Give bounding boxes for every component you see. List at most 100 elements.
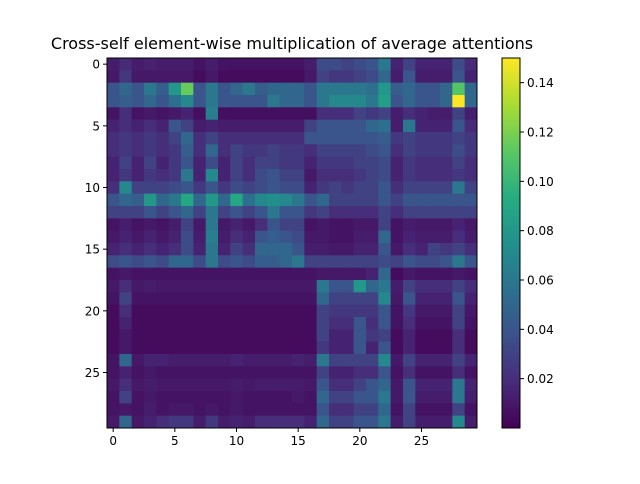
heatmap-cell xyxy=(415,119,429,133)
heatmap-cell xyxy=(464,366,478,380)
heatmap-cell xyxy=(218,354,231,367)
heatmap-cell xyxy=(292,267,305,281)
heatmap-cell xyxy=(341,329,355,343)
heatmap-cell xyxy=(440,95,453,108)
heatmap-cell xyxy=(156,415,170,429)
heatmap-cell xyxy=(440,218,453,232)
heatmap-cell xyxy=(440,58,453,71)
heatmap-cell xyxy=(316,82,330,96)
heatmap-cell xyxy=(156,255,170,269)
heatmap-cell xyxy=(329,107,342,121)
heatmap-cell xyxy=(390,280,404,293)
heatmap-cell xyxy=(119,58,133,71)
heatmap-cell xyxy=(452,366,466,380)
heatmap-cell xyxy=(292,181,305,195)
heatmap-cell xyxy=(181,317,194,330)
heatmap-cell xyxy=(205,255,219,269)
heatmap-cell xyxy=(452,156,466,170)
heatmap-cell xyxy=(119,119,133,133)
heatmap-cell xyxy=(119,156,133,170)
heatmap-cell xyxy=(427,206,441,219)
heatmap-cell xyxy=(427,378,441,392)
heatmap-cell xyxy=(304,58,318,71)
heatmap-cell xyxy=(316,156,330,170)
heatmap-cell xyxy=(353,144,367,158)
heatmap-cell xyxy=(366,329,379,343)
heatmap-cell xyxy=(230,391,244,404)
x-tick-label: 5 xyxy=(171,434,179,448)
heatmap-cell xyxy=(464,230,478,244)
heatmap-cell xyxy=(341,58,355,71)
heatmap-cell xyxy=(156,58,170,71)
heatmap-cell xyxy=(242,415,256,429)
heatmap-cell xyxy=(403,378,416,392)
heatmap-cell xyxy=(119,206,133,219)
heatmap-cell xyxy=(181,292,194,306)
heatmap-cell xyxy=(242,156,256,170)
heatmap-cell xyxy=(353,156,367,170)
heatmap-cell xyxy=(144,119,157,133)
heatmap-cell xyxy=(119,181,133,195)
heatmap-cell xyxy=(131,280,145,293)
heatmap-cell xyxy=(329,181,342,195)
heatmap-cell xyxy=(415,58,429,71)
heatmap-cell xyxy=(131,366,145,380)
heatmap-cell xyxy=(156,292,170,306)
heatmap-cell xyxy=(304,280,318,293)
heatmap-cell xyxy=(230,206,244,219)
heatmap-cell xyxy=(464,304,478,318)
heatmap-cell xyxy=(452,169,466,182)
heatmap-cell xyxy=(218,206,231,219)
heatmap-cell xyxy=(316,70,330,84)
heatmap-cell xyxy=(440,415,453,429)
heatmap-cell xyxy=(403,95,416,108)
heatmap-cell xyxy=(230,58,244,71)
heatmap-cell xyxy=(255,144,268,158)
heatmap-cell xyxy=(316,403,330,417)
heatmap-cell xyxy=(168,280,182,293)
heatmap-cell xyxy=(205,329,219,343)
heatmap-cell xyxy=(156,181,170,195)
heatmap-cell xyxy=(144,403,157,417)
heatmap-cell xyxy=(205,119,219,133)
heatmap-cell xyxy=(267,304,281,318)
heatmap-cell xyxy=(193,391,207,404)
heatmap-cell xyxy=(292,292,305,306)
heatmap-cell xyxy=(427,267,441,281)
heatmap-cell xyxy=(230,255,244,269)
heatmap-cell xyxy=(107,391,120,404)
heatmap-cell xyxy=(353,218,367,232)
heatmap-cell xyxy=(156,280,170,293)
heatmap-cell xyxy=(415,304,429,318)
heatmap-cell xyxy=(279,292,293,306)
heatmap-cell xyxy=(131,156,145,170)
heatmap-cell xyxy=(279,354,293,367)
heatmap-cell xyxy=(415,230,429,244)
heatmap-cell xyxy=(218,243,231,256)
heatmap-cell xyxy=(366,317,379,330)
y-tick-label: 25 xyxy=(85,366,100,380)
heatmap-cell xyxy=(156,70,170,84)
heatmap-cell xyxy=(255,378,268,392)
heatmap-cell xyxy=(156,378,170,392)
heatmap-cell xyxy=(353,304,367,318)
heatmap-cell xyxy=(255,119,268,133)
heatmap-cell xyxy=(193,218,207,232)
heatmap-cell xyxy=(279,156,293,170)
heatmap-cell xyxy=(218,329,231,343)
heatmap-cell xyxy=(452,378,466,392)
heatmap-cell xyxy=(415,292,429,306)
heatmap-cell xyxy=(168,366,182,380)
heatmap-cell xyxy=(181,354,194,367)
heatmap-cell xyxy=(452,243,466,256)
heatmap-cell xyxy=(107,119,120,133)
heatmap-cell xyxy=(267,82,281,96)
colorbar-tick-label: 0.14 xyxy=(527,76,554,90)
heatmap-cell xyxy=(242,329,256,343)
heatmap-cell xyxy=(119,144,133,158)
heatmap-cell xyxy=(107,378,120,392)
y-axis: 0 5 10 15 20 25 xyxy=(85,58,107,380)
heatmap-cell xyxy=(181,156,194,170)
heatmap-cell xyxy=(144,95,157,108)
heatmap-cell xyxy=(144,292,157,306)
